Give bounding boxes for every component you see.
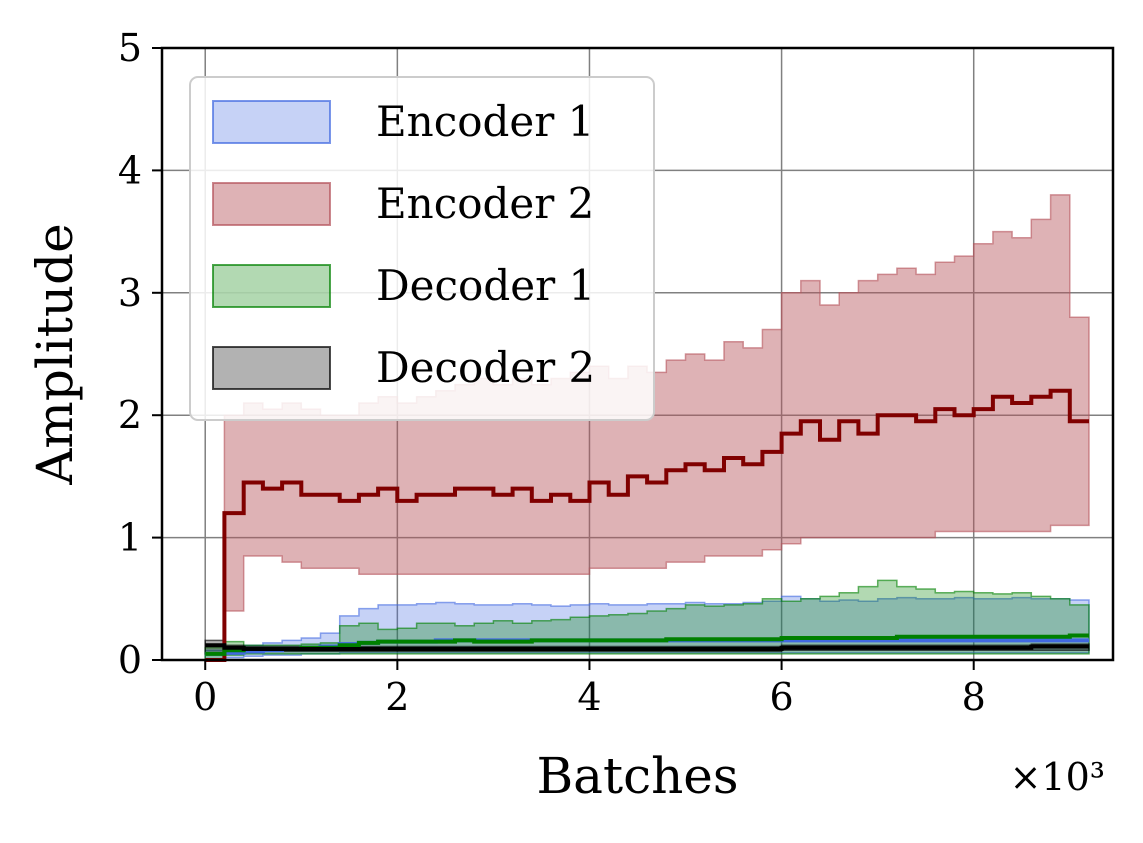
y-tick-label: 1 (118, 516, 142, 560)
x-axis-title: Batches (536, 747, 738, 805)
plot-area-frame (160, 46, 1115, 662)
legend-swatch (212, 100, 331, 144)
legend-label: Encoder 2 (376, 179, 594, 228)
legend-box (189, 76, 655, 421)
series-lines (205, 388, 1089, 662)
x-tick-label: 8 (962, 675, 986, 719)
y-tick-label: 0 (118, 638, 142, 682)
legend-label: Decoder 2 (376, 343, 595, 392)
axis-ticks: 0 2 4 6 8 0 1 2 3 4 5 (118, 26, 986, 719)
y-tick-label: 4 (118, 148, 142, 192)
legend-swatch (212, 182, 331, 226)
legend-label: Decoder 1 (376, 261, 595, 310)
line-encoder-2 (205, 388, 1089, 662)
x-axis-multiplier: ×10³ (1010, 755, 1105, 799)
x-tick-label: 0 (193, 675, 217, 719)
legend-label: Encoder 1 (376, 97, 594, 146)
y-tick-label: 2 (118, 393, 142, 437)
legend: Encoder 1 Encoder 2 Decoder 1 Decoder 2 (189, 76, 655, 421)
x-tick-label: 4 (577, 675, 601, 719)
legend-swatch (212, 264, 331, 308)
x-tick-label: 6 (769, 675, 793, 719)
y-axis-title: Amplitude (26, 223, 84, 485)
legend-swatch (212, 346, 331, 390)
y-tick-label: 3 (118, 271, 142, 315)
y-tick-label: 5 (118, 26, 142, 70)
x-tick-label: 2 (385, 675, 409, 719)
line-decoder-2 (205, 643, 1089, 651)
band-encoder-1 (204, 595, 1090, 661)
